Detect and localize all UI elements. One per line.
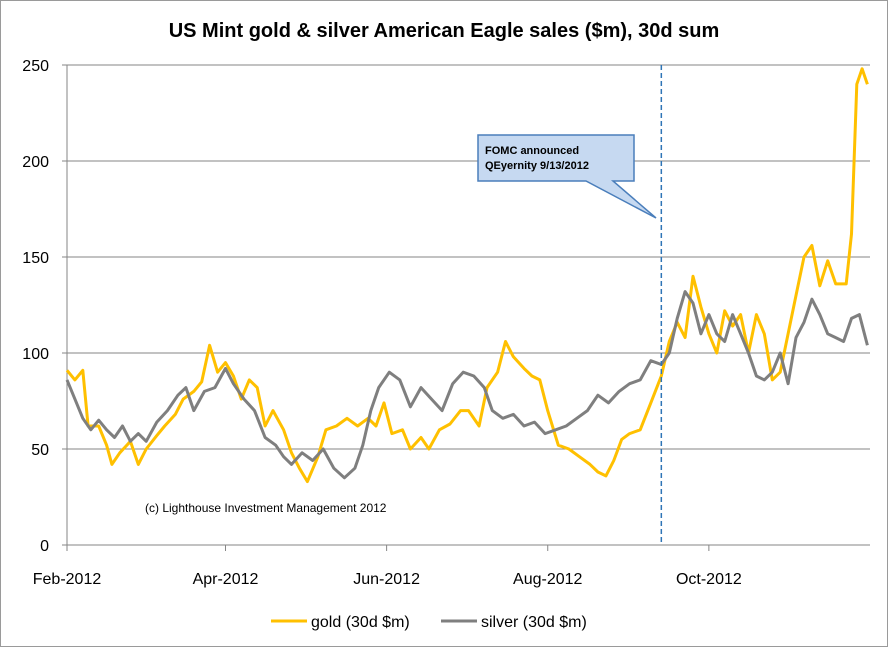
y-tick-labels: 0 50 100 150 200 250: [22, 58, 49, 555]
callout-line-2: QEyernity 9/13/2012: [485, 160, 589, 172]
series-line-silver: [67, 292, 867, 478]
ytick-label-250: 250: [22, 58, 49, 75]
callout-line-1: FOMC announced: [485, 145, 579, 157]
chart-frame: US Mint gold & silver American Eagle sal…: [0, 0, 888, 647]
ytick-label-100: 100: [22, 346, 49, 363]
legend-label-silver: silver (30d $m): [481, 614, 587, 631]
ytick-label-0: 0: [40, 538, 49, 555]
grid-lines: [62, 65, 870, 551]
copyright-note: (c) Lighthouse Investment Management 201…: [145, 501, 387, 515]
ytick-label-150: 150: [22, 250, 49, 267]
xtick-label-1: Apr-2012: [193, 571, 259, 588]
x-tick-labels: Feb-2012 Apr-2012 Jun-2012 Aug-2012 Oct-2012: [33, 571, 742, 588]
xtick-label-2: Jun-2012: [353, 571, 420, 588]
legend-label-gold: gold (30d $m): [311, 614, 410, 631]
xtick-label-0: Feb-2012: [33, 571, 102, 588]
fomc-callout: FOMC announced QEyernity 9/13/2012: [478, 135, 656, 218]
legend: gold (30d $m) silver (30d $m): [271, 614, 587, 631]
chart-svg: US Mint gold & silver American Eagle sal…: [1, 1, 887, 646]
series-lines: [67, 69, 867, 482]
ytick-label-50: 50: [31, 442, 49, 459]
series-line-gold: [67, 69, 867, 482]
xtick-label-3: Aug-2012: [513, 571, 582, 588]
xtick-label-4: Oct-2012: [676, 571, 742, 588]
ytick-label-200: 200: [22, 154, 49, 171]
chart-title: US Mint gold & silver American Eagle sal…: [169, 20, 720, 42]
